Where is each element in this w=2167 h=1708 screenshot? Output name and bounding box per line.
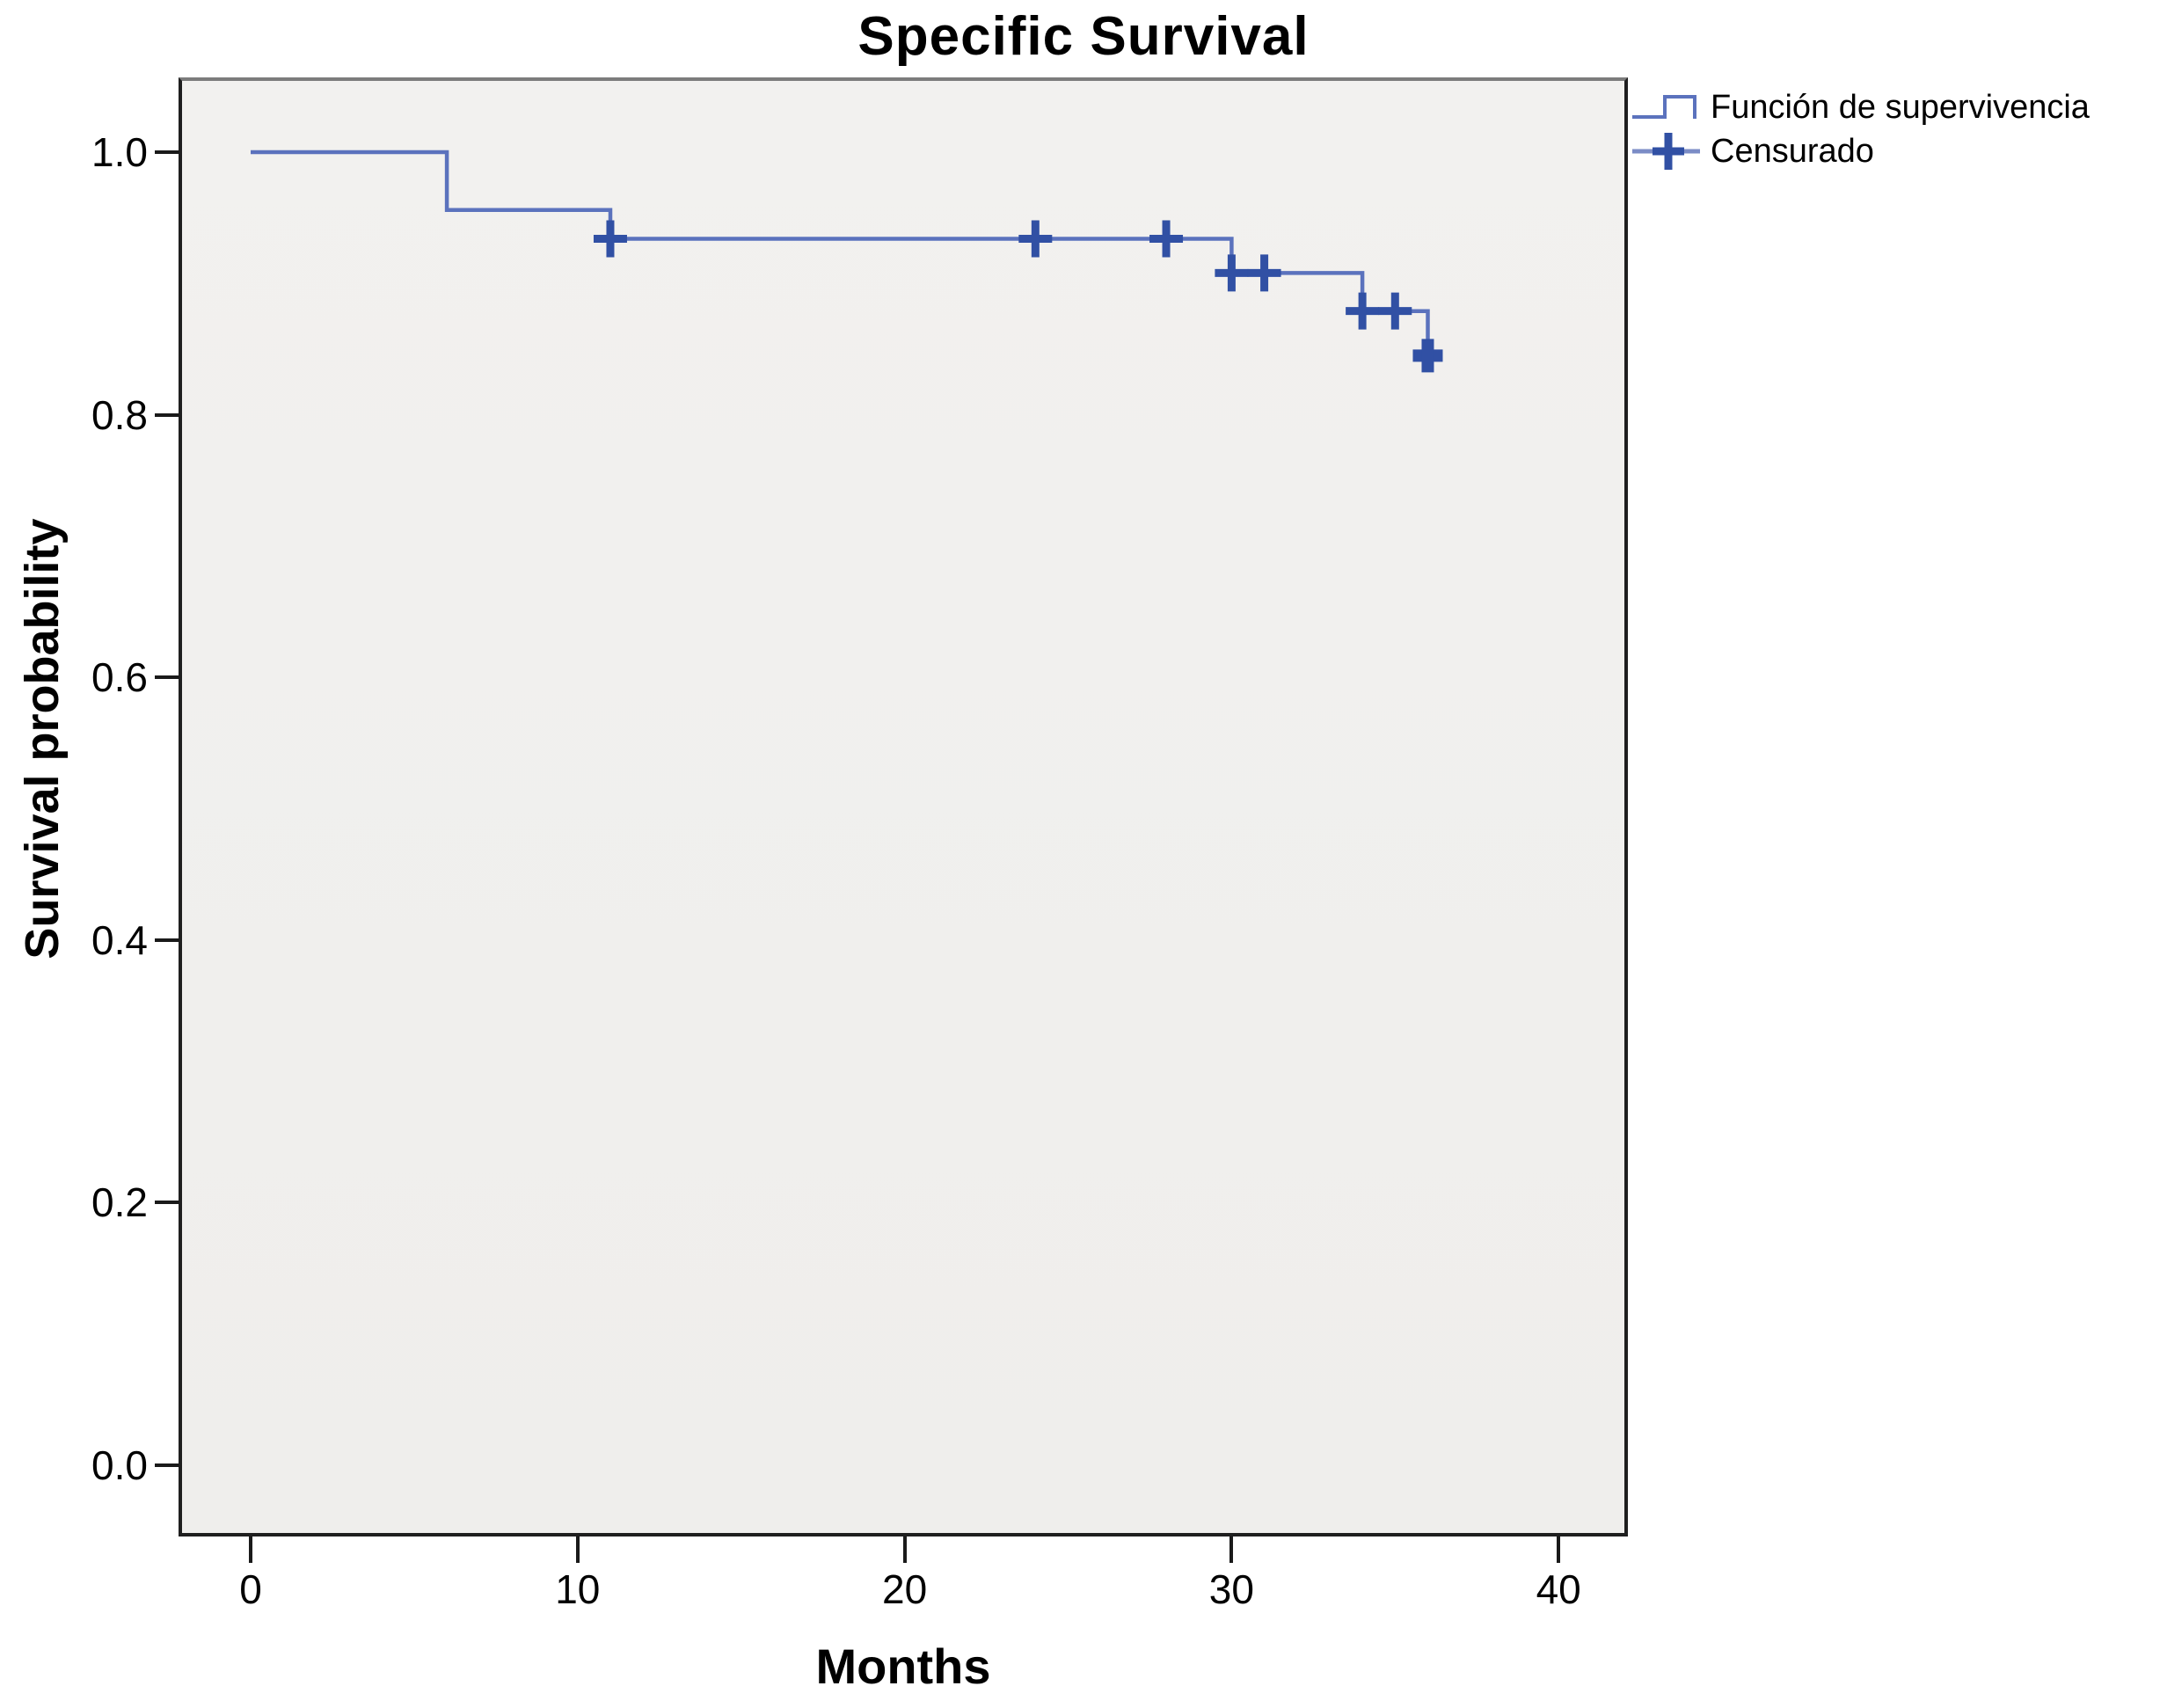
x-axis-title: Months: [815, 1639, 991, 1694]
chart-title: Specific Survival: [857, 6, 1310, 67]
x-tick-label: 20: [882, 1566, 928, 1612]
x-tick-mark: [249, 1536, 252, 1563]
y-tick-label: 0.8: [91, 391, 148, 438]
legend-entry-survival-function: Función de supervivencia: [1630, 85, 2090, 129]
step-line-icon: [1632, 95, 1696, 119]
x-tick-label: 40: [1536, 1566, 1581, 1612]
y-tick-label: 1.0: [91, 129, 148, 175]
legend: Función de supervivencia Censurado: [1630, 85, 2090, 173]
legend-label-survival-function: Función de supervivencia: [1711, 89, 2090, 126]
survival-curve-svg: [251, 150, 1443, 373]
x-tick-mark: [1557, 1536, 1561, 1563]
y-tick-label: 0.2: [91, 1179, 148, 1226]
y-tick-label: 0.0: [91, 1442, 148, 1488]
survival-step-curve: [251, 150, 1438, 358]
y-tick-mark: [155, 938, 179, 942]
y-tick-mark: [155, 150, 179, 154]
y-axis-title: Survival probability: [16, 518, 69, 960]
x-tick-mark: [575, 1536, 580, 1563]
legend-entry-censored: Censurado: [1630, 129, 2090, 173]
x-tick-mark: [1229, 1536, 1234, 1563]
legend-label-censored: Censurado: [1711, 133, 1874, 170]
censor-plus-icon: [1632, 133, 1700, 170]
x-tick-label: 10: [555, 1566, 601, 1612]
x-tick-label: 30: [1208, 1566, 1254, 1612]
plot-area: [179, 77, 1628, 1536]
y-tick-mark: [155, 1201, 179, 1205]
x-tick-label: 0: [239, 1566, 262, 1612]
y-tick-mark: [155, 675, 179, 680]
x-tick-mark: [902, 1536, 907, 1563]
y-tick-mark: [155, 412, 179, 417]
y-tick-mark: [155, 1463, 179, 1467]
